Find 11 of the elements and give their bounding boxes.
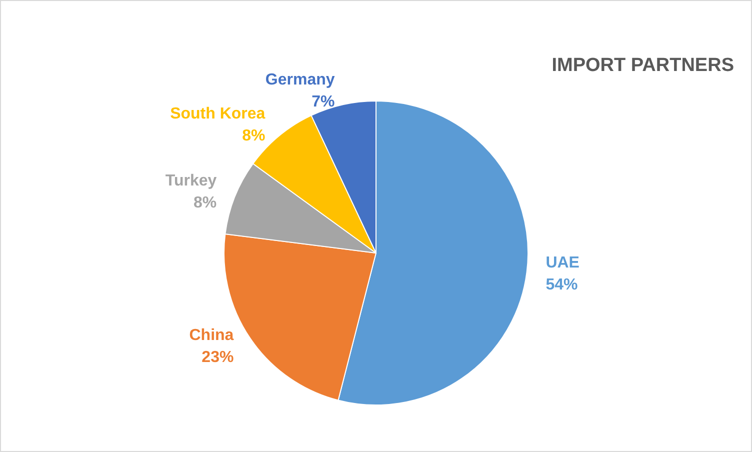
slice-label: Germany xyxy=(265,72,335,88)
slice-label: Turkey xyxy=(165,172,217,190)
data-label: 54% xyxy=(546,276,578,294)
data-label: 23% xyxy=(202,348,234,366)
data-label: 8% xyxy=(242,128,266,145)
slice-label: China xyxy=(189,326,234,344)
text: IMPORT PARTNERS xyxy=(552,55,734,76)
slice-label: UAE xyxy=(546,254,580,272)
data-label: 7% xyxy=(312,94,335,110)
slice-label: South Korea xyxy=(170,106,266,123)
data-label: 8% xyxy=(194,194,217,212)
